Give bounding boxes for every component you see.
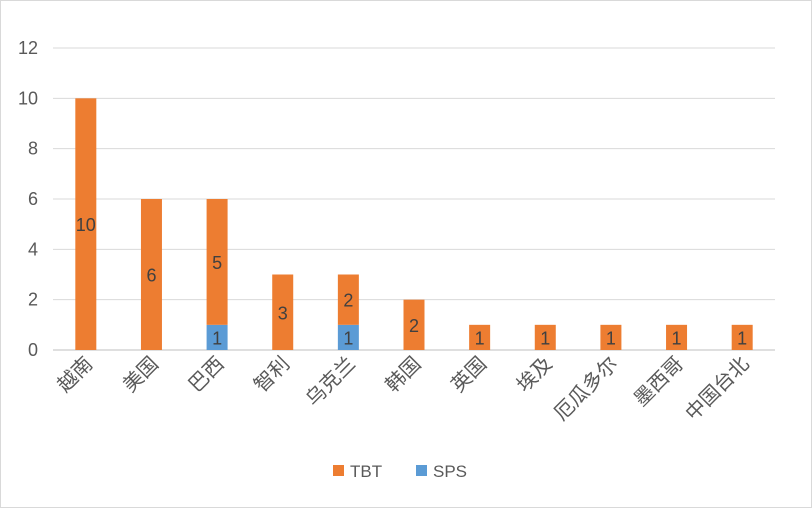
x-category-label: 巴西 bbox=[183, 352, 228, 397]
x-category-label: 智利 bbox=[249, 352, 294, 397]
data-label: 10 bbox=[76, 215, 96, 235]
x-category-label: 越南 bbox=[52, 352, 97, 397]
data-label: 2 bbox=[343, 291, 353, 311]
legend-label: SPS bbox=[433, 462, 467, 481]
y-tick-label: 12 bbox=[18, 38, 38, 58]
x-category-label: 乌克兰 bbox=[301, 352, 360, 411]
data-label: 1 bbox=[540, 328, 550, 348]
data-label: 3 bbox=[278, 303, 288, 323]
bar-tbt bbox=[534, 324, 556, 350]
bar-sps bbox=[337, 324, 359, 350]
x-category-label: 埃及 bbox=[512, 352, 557, 397]
x-category-label: 中国台北 bbox=[680, 352, 754, 426]
x-category-label: 墨西哥 bbox=[629, 352, 688, 411]
data-label: 1 bbox=[212, 328, 222, 348]
data-label: 1 bbox=[343, 328, 353, 348]
bar-tbt bbox=[272, 274, 294, 350]
x-category-label: 美国 bbox=[118, 352, 163, 397]
data-label: 1 bbox=[475, 328, 485, 348]
bar-sps bbox=[206, 324, 228, 350]
data-label: 1 bbox=[606, 328, 616, 348]
y-tick-label: 8 bbox=[28, 139, 38, 159]
y-tick-label: 10 bbox=[18, 88, 38, 108]
x-category-label: 英国 bbox=[446, 352, 491, 397]
x-category-label: 厄瓜多尔 bbox=[549, 352, 623, 426]
bar-tbt bbox=[206, 199, 228, 325]
y-tick-label: 0 bbox=[28, 340, 38, 360]
bar-tbt bbox=[75, 98, 97, 350]
data-label: 1 bbox=[737, 328, 747, 348]
data-label: 6 bbox=[146, 266, 156, 286]
bar-tbt bbox=[140, 199, 162, 350]
legend-swatch-sps bbox=[416, 465, 427, 476]
bar-tbt bbox=[469, 324, 491, 350]
legend-label: TBT bbox=[350, 462, 382, 481]
data-label: 5 bbox=[212, 253, 222, 273]
bar-tbt bbox=[337, 274, 359, 325]
x-category-label: 韩国 bbox=[380, 352, 425, 397]
y-tick-label: 6 bbox=[28, 189, 38, 209]
y-tick-label: 4 bbox=[28, 239, 38, 259]
legend-swatch-tbt bbox=[333, 465, 344, 476]
bar-tbt bbox=[666, 324, 688, 350]
bar-tbt bbox=[600, 324, 622, 350]
data-label: 1 bbox=[672, 328, 682, 348]
data-label: 2 bbox=[409, 316, 419, 336]
bar-tbt bbox=[403, 299, 425, 350]
bar-tbt bbox=[731, 324, 753, 350]
y-tick-label: 2 bbox=[28, 290, 38, 310]
